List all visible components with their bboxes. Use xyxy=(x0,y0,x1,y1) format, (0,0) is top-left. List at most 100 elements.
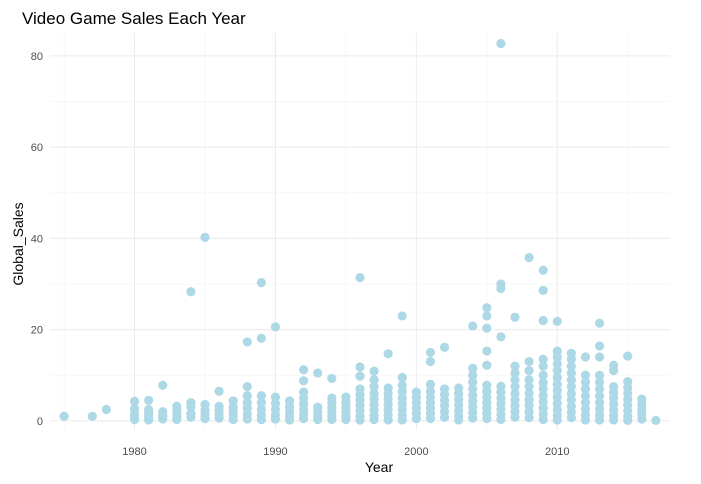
data-point xyxy=(200,232,210,243)
data-point xyxy=(580,384,591,394)
data-point xyxy=(594,318,605,328)
points-layer xyxy=(59,38,661,426)
data-point xyxy=(538,370,548,380)
data-point xyxy=(538,384,548,394)
data-point xyxy=(397,380,407,390)
data-point xyxy=(524,413,534,423)
data-point xyxy=(566,354,576,364)
data-point xyxy=(482,360,492,370)
data-point xyxy=(524,252,534,263)
data-point xyxy=(397,415,407,425)
data-point xyxy=(256,398,266,408)
data-point xyxy=(594,384,605,394)
data-point xyxy=(594,415,605,425)
data-point xyxy=(538,414,548,425)
data-point xyxy=(552,316,562,326)
data-point xyxy=(580,370,591,380)
data-point xyxy=(538,390,548,400)
y-axis-title: Global_Sales xyxy=(10,202,26,285)
data-point xyxy=(566,368,576,378)
data-point xyxy=(355,415,365,425)
y-tick-label: 20 xyxy=(31,325,43,337)
data-point xyxy=(256,278,266,288)
data-point xyxy=(496,38,506,49)
data-point xyxy=(158,380,168,390)
data-point xyxy=(87,411,97,421)
data-point xyxy=(482,413,492,424)
data-point xyxy=(299,413,309,424)
data-point xyxy=(144,415,154,425)
data-point xyxy=(299,376,309,386)
data-point xyxy=(524,375,534,385)
data-point xyxy=(594,341,605,351)
data-point xyxy=(158,414,168,424)
data-point xyxy=(496,332,506,342)
data-point xyxy=(439,342,450,353)
data-point xyxy=(538,265,548,275)
data-point xyxy=(552,415,562,425)
data-point xyxy=(214,413,224,423)
data-point xyxy=(454,415,464,425)
data-point xyxy=(313,414,323,425)
data-point xyxy=(313,368,323,378)
data-point xyxy=(468,384,478,394)
data-point xyxy=(172,414,182,425)
data-point xyxy=(580,377,591,387)
data-point xyxy=(369,414,379,425)
ticks-layer: 1980 1990 2000 2010 0 20 40 60 80 xyxy=(31,51,570,458)
data-point xyxy=(270,392,281,402)
data-point xyxy=(256,391,266,401)
data-point xyxy=(270,322,281,332)
data-point xyxy=(129,414,140,425)
data-point xyxy=(397,372,407,383)
data-point xyxy=(383,349,393,359)
data-point xyxy=(623,415,633,426)
data-point xyxy=(397,387,407,397)
data-point xyxy=(538,377,548,388)
data-point xyxy=(256,414,266,425)
data-point xyxy=(609,366,619,376)
x-tick-label: 1990 xyxy=(263,446,287,458)
data-point xyxy=(538,354,548,364)
data-point xyxy=(552,386,562,396)
data-point xyxy=(355,362,365,372)
data-point xyxy=(144,395,154,405)
data-point xyxy=(524,356,534,367)
data-point xyxy=(538,285,548,295)
data-point xyxy=(651,415,661,426)
data-point xyxy=(284,415,295,425)
data-point xyxy=(552,372,562,383)
data-point xyxy=(538,361,548,371)
data-point xyxy=(355,371,365,381)
data-point xyxy=(510,368,520,378)
data-point xyxy=(552,359,562,369)
data-point xyxy=(468,370,478,380)
data-point xyxy=(594,352,605,362)
data-point xyxy=(369,366,379,376)
x-axis-title: Year xyxy=(365,459,394,475)
data-point xyxy=(609,415,619,425)
data-point xyxy=(242,391,252,401)
data-point xyxy=(200,413,210,424)
data-point xyxy=(510,412,520,422)
data-point xyxy=(482,311,492,321)
data-point xyxy=(566,413,576,423)
data-point xyxy=(468,413,478,423)
data-point xyxy=(270,414,281,424)
data-point xyxy=(425,413,436,424)
data-point xyxy=(552,398,562,409)
data-point xyxy=(369,382,379,392)
data-point xyxy=(369,375,379,385)
data-point xyxy=(101,404,111,415)
data-point xyxy=(327,414,337,425)
data-point xyxy=(580,415,591,425)
data-point xyxy=(524,366,534,376)
chart-title: Video Game Sales Each Year xyxy=(22,9,246,28)
data-point xyxy=(186,287,196,297)
data-point xyxy=(397,311,407,321)
data-point xyxy=(327,373,337,384)
data-point xyxy=(566,375,576,385)
data-point xyxy=(510,382,520,392)
